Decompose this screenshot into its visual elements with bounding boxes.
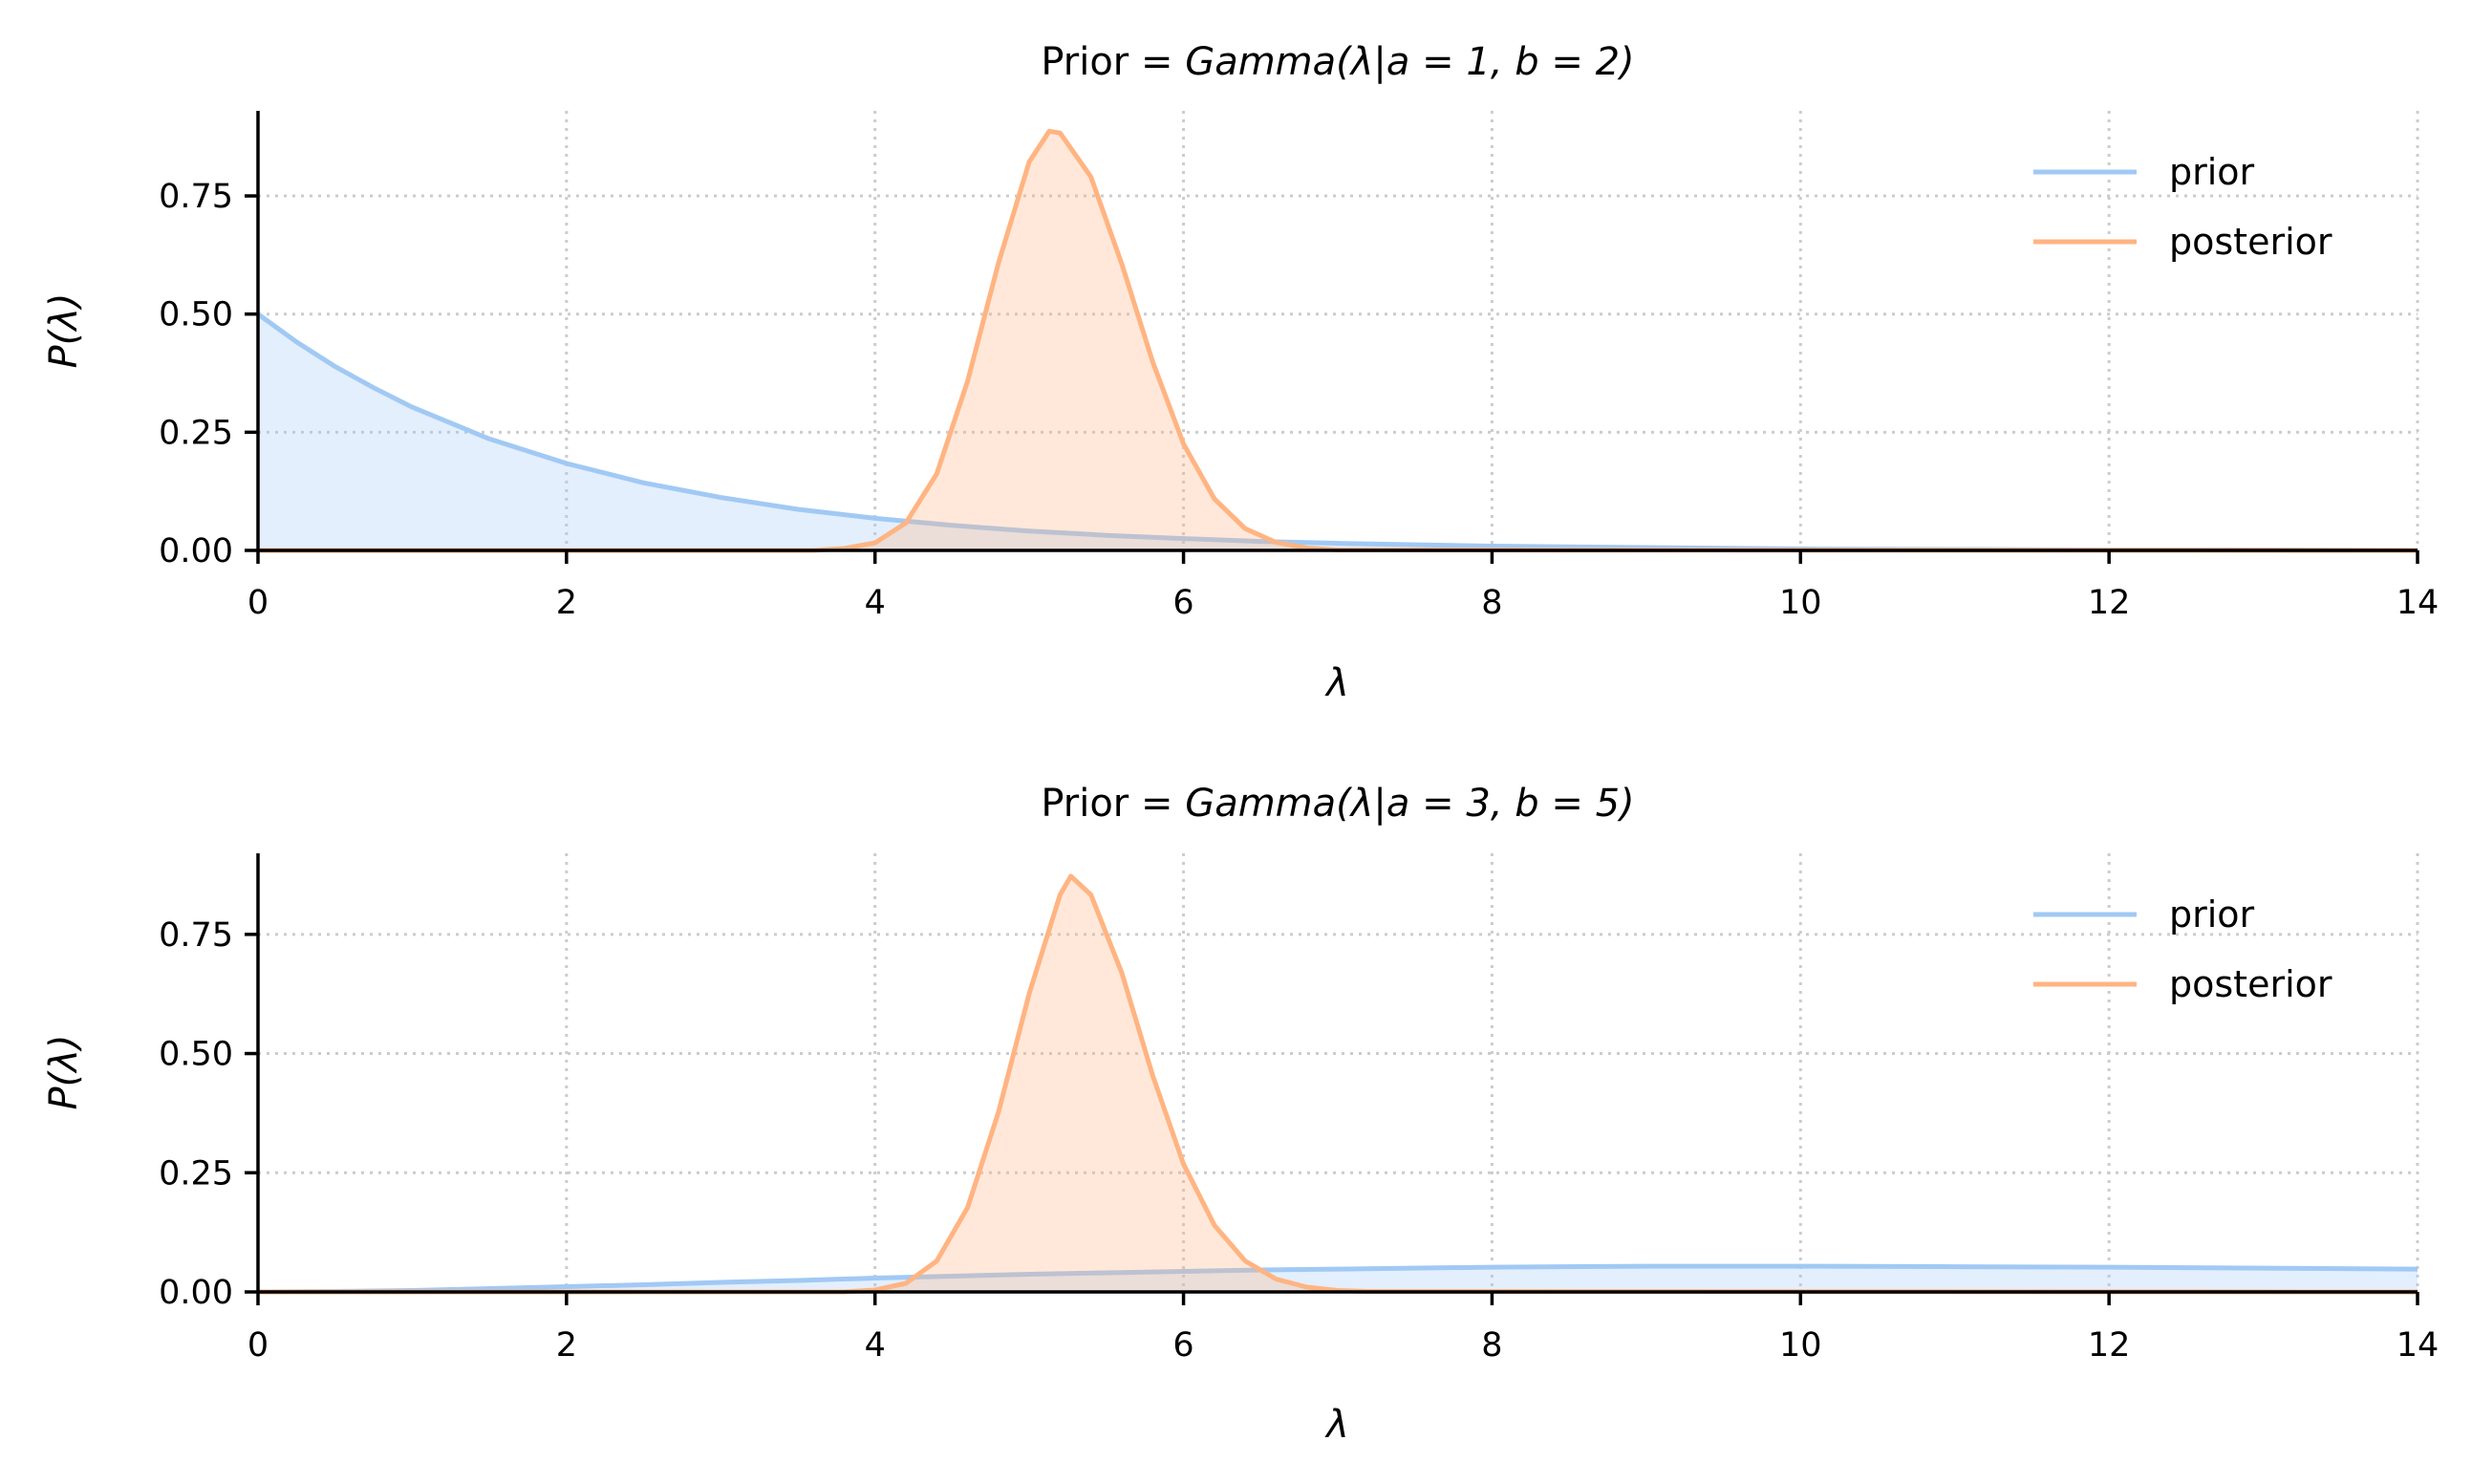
- chart-title-math: Gamma(λ|a = 1, b = 2): [1185, 40, 1634, 84]
- x-tick-label: 2: [556, 584, 577, 622]
- x-tick-label: 10: [1779, 1326, 1822, 1365]
- chart-title: Prior = Gamma(λ|a = 3, b = 5): [1041, 782, 1634, 826]
- prior-line: [257, 1263, 2418, 1295]
- prior-fill: [258, 1266, 2418, 1292]
- posterior-line: [258, 128, 2418, 553]
- legend-label-prior: prior: [2169, 893, 2255, 936]
- chart-panel-1: 0 2 4 6 8 10 12 14 0.00 0.25 0.50 0.75 Prior = Gamma…: [42, 40, 2439, 705]
- x-tick-label: 4: [865, 1326, 886, 1365]
- x-tick-label: 0: [247, 1326, 269, 1365]
- x-tick-label: 8: [1481, 1326, 1502, 1365]
- posterior-line: [258, 873, 2418, 1295]
- posterior-fill: [258, 875, 2418, 1292]
- legend-label-posterior: posterior: [2169, 963, 2332, 1005]
- x-tick-label: 6: [1172, 1326, 1193, 1365]
- legend-label-prior: prior: [2169, 151, 2255, 193]
- x-tick-label: 14: [2397, 584, 2440, 622]
- y-tick-label: 0.75: [159, 916, 233, 955]
- x-tick-label: 14: [2397, 1326, 2440, 1365]
- x-tick-label: 4: [865, 584, 886, 622]
- y-tick-label: 0.00: [159, 532, 233, 570]
- y-tick-label: 0.75: [159, 178, 233, 216]
- x-tick-label: 0: [247, 584, 269, 622]
- y-tick-label: 0.50: [159, 1036, 233, 1074]
- x-tick-label: 10: [1779, 584, 1822, 622]
- y-tick-label: 0.25: [159, 1154, 233, 1193]
- y-axis-label: P(λ): [42, 1034, 86, 1109]
- y-axis-label: P(λ): [42, 292, 86, 368]
- x-tick-label: 12: [2088, 584, 2131, 622]
- prior-fill: [258, 313, 2418, 550]
- x-tick-label: 6: [1172, 584, 1193, 622]
- legend-label-posterior: posterior: [2169, 221, 2332, 263]
- chart-title-math: Gamma(λ|a = 3, b = 5): [1185, 782, 1634, 826]
- x-tick-label: 2: [556, 1326, 577, 1365]
- x-axis-label: λ: [1324, 661, 1349, 705]
- x-tick-label: 8: [1481, 584, 1502, 622]
- y-tick-label: 0.25: [159, 414, 233, 452]
- y-tick-label: 0.00: [159, 1274, 233, 1312]
- chart-title-prefix: Prior =: [1041, 40, 1185, 84]
- chart-title: Prior = Gamma(λ|a = 1, b = 2): [1041, 40, 1634, 84]
- x-tick-label: 12: [2088, 1326, 2131, 1365]
- y-tick-label: 0.50: [159, 296, 233, 334]
- chart-title-prefix: Prior =: [1041, 782, 1185, 826]
- x-axis-label: λ: [1324, 1403, 1349, 1447]
- chart-panel-2: 0 2 4 6 8 10 12 14 0.00 0.25 0.50 0.75 Prior = Gamma…: [42, 782, 2439, 1447]
